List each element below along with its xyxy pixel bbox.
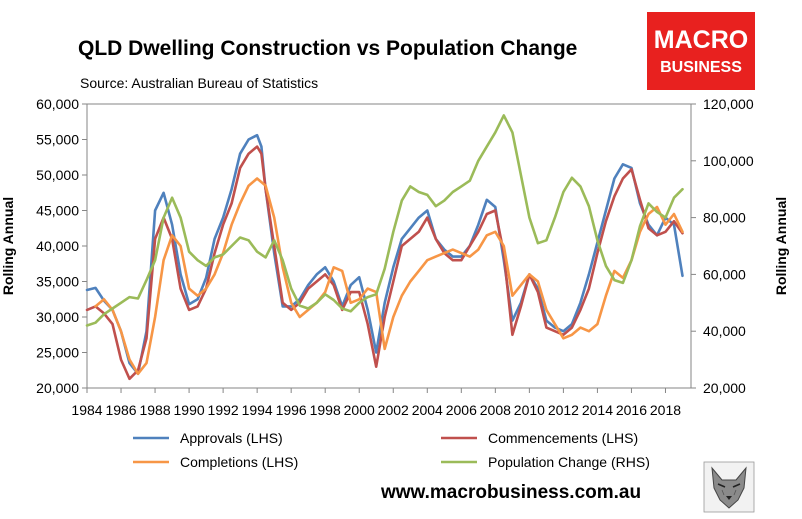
y-right-tick-label: 120,000 — [703, 96, 754, 112]
series-line-population-change-rhs — [85, 114, 684, 327]
x-tick-label: 2000 — [344, 402, 375, 418]
x-tick-label: 1994 — [242, 402, 273, 418]
y-right-tick-label: 100,000 — [703, 153, 754, 169]
y-left-tick-label: 55,000 — [36, 132, 79, 148]
x-tick-label: 2008 — [480, 402, 511, 418]
x-tick-label: 1998 — [310, 402, 341, 418]
y-axis-left-title: Rolling Annual — [0, 197, 16, 295]
series-line-commencements-lhs — [85, 145, 684, 381]
y-left-tick-label: 25,000 — [36, 345, 79, 361]
macrobusiness-logo: MACRO BUSINESS — [647, 12, 755, 90]
x-tick-label: 2018 — [650, 402, 681, 418]
y-left-tick-label: 20,000 — [36, 380, 79, 396]
legend-label: Approvals (LHS) — [180, 430, 283, 446]
chart-title: QLD Dwelling Construction vs Population … — [78, 37, 577, 60]
x-tick-label: 2012 — [548, 402, 579, 418]
x-axis: 1984 1986 1988 1990 1992 1994 1996 1998 2000 2002… — [71, 388, 681, 418]
x-tick-label: 1986 — [105, 402, 136, 418]
y-left-tick-label: 60,000 — [36, 96, 79, 112]
logo-box — [647, 12, 755, 90]
x-tick-label: 1988 — [139, 402, 170, 418]
y-right-tick-label: 20,000 — [703, 380, 746, 396]
y-right-tick-label: 40,000 — [703, 323, 746, 339]
y-right-tick-label: 80,000 — [703, 210, 746, 226]
logo-line2: BUSINESS — [660, 59, 742, 76]
y-axis-right-title: Rolling Annual — [773, 197, 789, 295]
x-tick-label: 1990 — [174, 402, 205, 418]
x-tick-label: 2010 — [514, 402, 545, 418]
website-url: www.macrobusiness.com.au — [380, 482, 641, 503]
legend-label: Population Change (RHS) — [488, 454, 650, 470]
y-axis-left: 20,000 25,000 30,000 35,000 40,000 45,000 50,0… — [36, 96, 87, 396]
legend: Approvals (LHS) Commencements (LHS) Comple… — [133, 430, 650, 470]
legend-label: Completions (LHS) — [180, 454, 298, 470]
series-group — [85, 114, 684, 381]
series-line-completions-lhs — [94, 177, 684, 376]
x-tick-label: 1984 — [71, 402, 102, 418]
chart-subtitle: Source: Australian Bureau of Statistics — [80, 75, 318, 91]
x-tick-label: 2006 — [446, 402, 477, 418]
logo-line1: MACRO — [654, 26, 748, 54]
y-left-tick-label: 50,000 — [36, 167, 79, 183]
y-axis-right: 20,000 40,000 60,000 80,000 100,000 120,000 — [691, 96, 754, 396]
y-left-tick-label: 45,000 — [36, 203, 79, 219]
x-tick-label: 2014 — [582, 402, 613, 418]
y-left-tick-label: 35,000 — [36, 274, 79, 290]
x-tick-label: 2004 — [412, 402, 443, 418]
x-tick-label: 1996 — [276, 402, 307, 418]
y-left-tick-label: 40,000 — [36, 238, 79, 254]
wolf-icon — [703, 461, 755, 513]
x-tick-label: 1992 — [208, 402, 239, 418]
y-left-tick-label: 30,000 — [36, 309, 79, 325]
y-right-tick-label: 60,000 — [703, 266, 746, 282]
legend-label: Commencements (LHS) — [488, 430, 638, 446]
x-tick-label: 2002 — [378, 402, 409, 418]
x-tick-label: 2016 — [616, 402, 647, 418]
